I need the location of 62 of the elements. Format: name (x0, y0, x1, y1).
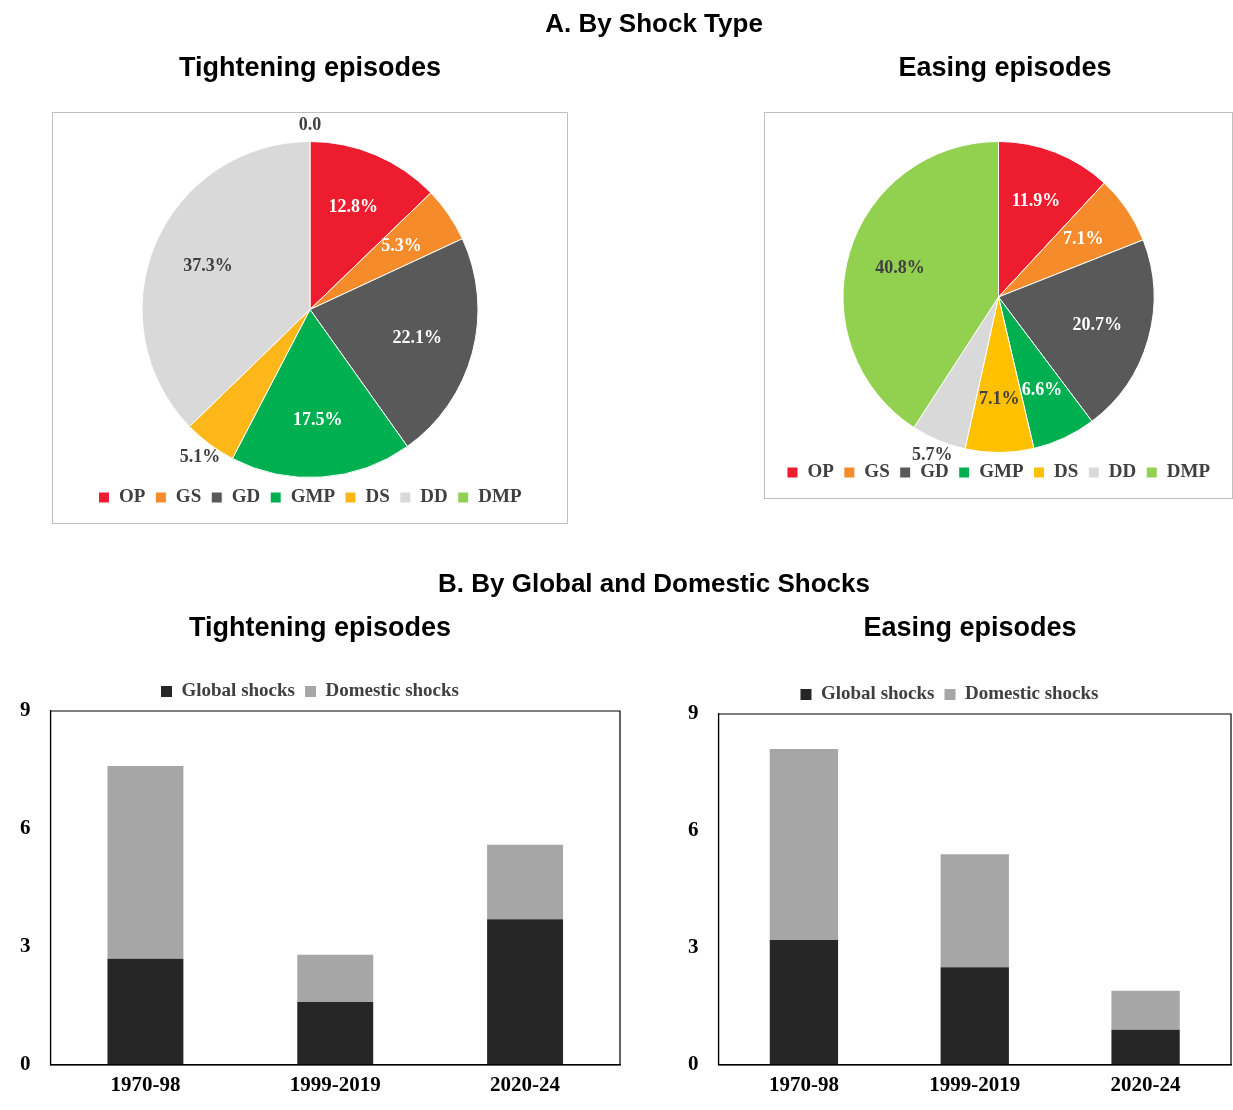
text: 0.0 (298, 114, 322, 135)
bar (769, 940, 839, 1065)
legend-label: GMP (290, 485, 336, 507)
data-label: 11.9% (1011, 190, 1061, 211)
data-label: 6.6% (1021, 378, 1063, 399)
bar (297, 954, 374, 1002)
bar (297, 1001, 374, 1065)
y-tick-label: 0 (20, 1051, 31, 1076)
text: A. By Shock Type (544, 8, 764, 39)
y-tick-label: 6 (20, 815, 31, 840)
bar (1111, 990, 1180, 1030)
legend-label: OP (118, 485, 146, 507)
y-tick-label: 9 (20, 697, 31, 722)
y-tick-label: 6 (688, 817, 699, 842)
data-label: 7.1% (1063, 227, 1104, 248)
legend-label: Global shocks (820, 682, 935, 704)
legend-label: Global shocks (181, 679, 295, 701)
legend-label: DD (1108, 460, 1137, 482)
legend-label: GD (231, 485, 261, 507)
legend-label: DS (365, 485, 390, 507)
text: B. By Global and Domestic Shocks (437, 568, 871, 599)
y-tick-label: 3 (688, 934, 699, 959)
bar (940, 854, 1009, 968)
bar (1111, 1029, 1180, 1065)
x-tick-label: 2020-24 (1110, 1071, 1182, 1096)
data-label: 20.7% (1072, 313, 1123, 334)
legend-label: Domestic shocks (325, 679, 460, 701)
bar (940, 967, 1009, 1065)
bar (107, 766, 184, 959)
legend-label: GS (864, 460, 890, 482)
legend-label: DD (420, 485, 448, 507)
legend-label: DS (1054, 460, 1079, 482)
y-tick-label: 3 (20, 933, 31, 958)
x-tick-label: 1970-98 (110, 1071, 181, 1096)
legend-label: DMP (1166, 460, 1211, 482)
legend-label: DMP (478, 485, 522, 507)
x-tick-label: 1970-98 (768, 1071, 839, 1096)
bar (107, 958, 184, 1065)
x-tick-label: 1999-2019 (289, 1071, 381, 1096)
x-tick-label: 1999-2019 (929, 1071, 1021, 1096)
data-label: 17.5% (292, 408, 343, 429)
data-label: 37.3% (183, 254, 233, 275)
data-label: 12.8% (328, 196, 379, 217)
legend-label: GMP (979, 460, 1024, 482)
legend-label: GS (175, 485, 202, 507)
chart-title: Tightening episodes (188, 612, 452, 643)
data-label: 40.8% (875, 256, 925, 277)
chart-title: Easing episodes (897, 52, 1113, 83)
data-label: 22.1% (392, 326, 442, 347)
data-label: 5.1% (179, 445, 221, 466)
bar (487, 844, 564, 920)
legend-label: Domestic shocks (964, 682, 1099, 704)
y-tick-label: 9 (688, 700, 699, 725)
bar (487, 919, 564, 1065)
y-tick-label: 0 (688, 1051, 699, 1076)
data-label: 7.1% (978, 388, 1020, 409)
legend-label: OP (807, 460, 835, 482)
x-tick-label: 2020-24 (490, 1071, 561, 1096)
data-label: 5.3% (381, 235, 422, 256)
chart-title: Tightening episodes (178, 52, 442, 83)
bar (769, 749, 839, 941)
chart-title: Easing episodes (862, 612, 1078, 643)
